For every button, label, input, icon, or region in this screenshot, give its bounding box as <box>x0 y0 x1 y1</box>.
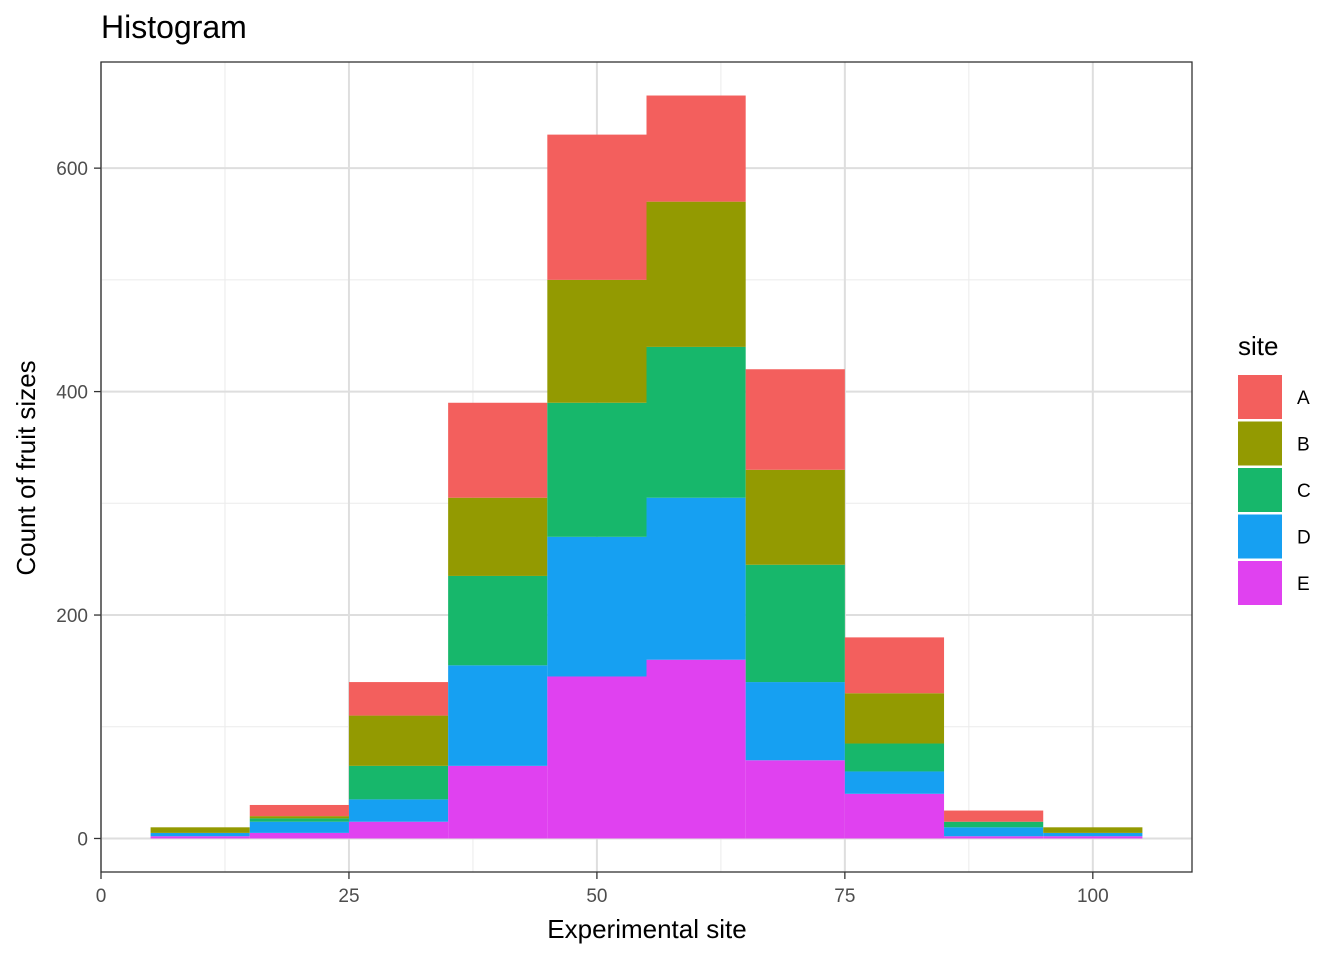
bar-b-bin-10 <box>150 827 250 833</box>
bar-b-bin-50 <box>547 279 647 403</box>
bar-e-bin-40 <box>448 765 548 839</box>
legend-label-c: C <box>1297 481 1311 502</box>
bar-b-bin-20 <box>249 816 349 819</box>
legend-key-a <box>1238 375 1282 419</box>
bar-c-bin-20 <box>249 818 349 822</box>
bar-d-bin-60 <box>646 497 746 660</box>
bar-a-bin-20 <box>249 804 349 817</box>
bar-c-bin-90 <box>944 821 1044 828</box>
bar-d-bin-20 <box>249 821 349 833</box>
y-axis: 0 200 400 600 <box>56 159 101 850</box>
y-tick-label: 0 <box>77 829 88 850</box>
bar-d-bin-40 <box>448 665 548 766</box>
bar-d-bin-100 <box>1043 832 1143 837</box>
chart-title: Histogram <box>101 9 247 45</box>
bar-b-bin-40 <box>448 497 548 576</box>
bar-a-bin-60 <box>646 95 746 202</box>
x-tick-label: 25 <box>338 886 359 907</box>
legend-label-e: E <box>1297 574 1310 595</box>
bar-d-bin-10 <box>150 832 250 837</box>
legend-label-a: A <box>1297 388 1310 409</box>
bar-d-bin-80 <box>844 771 945 794</box>
bar-e-bin-90 <box>944 836 1044 839</box>
x-axis-title: Experimental site <box>547 914 746 944</box>
bar-e-bin-50 <box>547 676 647 839</box>
plot-panel-border <box>100 61 1193 873</box>
bar-d-bin-70 <box>745 682 845 761</box>
bar-c-bin-30 <box>348 765 449 800</box>
bar-b-bin-80 <box>844 693 945 744</box>
legend-key-b <box>1238 421 1282 466</box>
bars <box>150 95 1143 839</box>
bar-a-bin-40 <box>448 402 548 498</box>
bar-d-bin-90 <box>944 827 1044 837</box>
bar-b-bin-30 <box>348 715 449 766</box>
bar-d-bin-50 <box>547 536 647 677</box>
x-tick-label: 75 <box>834 886 855 907</box>
bar-c-bin-80 <box>844 743 945 772</box>
legend-key-e <box>1238 561 1282 605</box>
bar-c-bin-50 <box>547 402 647 537</box>
y-tick-label: 600 <box>56 159 88 180</box>
bar-e-bin-80 <box>844 793 945 839</box>
bar-a-bin-50 <box>547 134 647 280</box>
bar-b-bin-60 <box>646 201 746 347</box>
bar-e-bin-20 <box>249 832 349 839</box>
legend-label-d: D <box>1297 528 1311 549</box>
legend: site A B C D E <box>1238 331 1311 605</box>
bar-c-bin-40 <box>448 575 548 666</box>
bar-c-bin-60 <box>646 346 746 498</box>
bar-a-bin-70 <box>745 369 845 470</box>
bar-c-bin-70 <box>745 564 845 683</box>
bar-b-bin-100 <box>1043 827 1143 833</box>
bar-d-bin-30 <box>348 799 449 822</box>
x-tick-label: 0 <box>96 886 107 907</box>
bar-a-bin-90 <box>944 810 1044 822</box>
y-tick-label: 200 <box>56 606 88 627</box>
bar-e-bin-60 <box>646 659 746 839</box>
y-axis-title: Count of fruit sizes <box>11 360 41 575</box>
bar-e-bin-10 <box>150 836 250 839</box>
bar-e-bin-100 <box>1043 836 1143 839</box>
x-tick-label: 50 <box>586 886 607 907</box>
bar-a-bin-30 <box>348 682 449 716</box>
legend-key-d <box>1238 514 1282 559</box>
bar-e-bin-70 <box>745 760 845 839</box>
legend-title: site <box>1238 331 1278 361</box>
bar-b-bin-70 <box>745 469 845 565</box>
x-axis: 0 25 50 75 100 <box>96 872 1109 907</box>
legend-items: A B C D E <box>1238 375 1311 605</box>
legend-key-c <box>1238 468 1282 512</box>
bar-e-bin-30 <box>348 821 449 839</box>
x-tick-label: 100 <box>1077 886 1109 907</box>
bar-a-bin-80 <box>844 637 945 694</box>
legend-label-b: B <box>1297 435 1310 456</box>
y-tick-label: 400 <box>56 383 88 404</box>
